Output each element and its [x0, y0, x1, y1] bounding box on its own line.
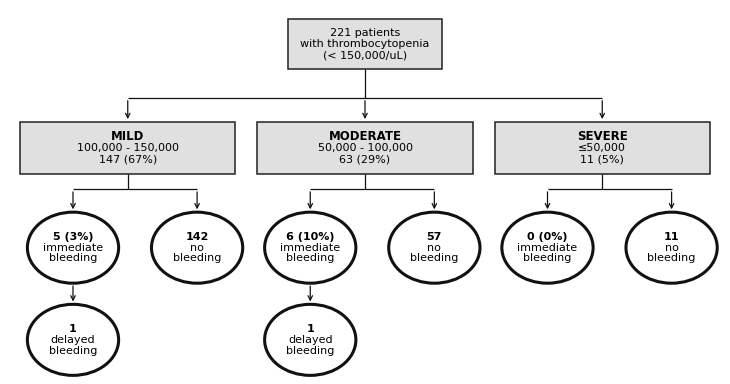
- Text: immediate: immediate: [280, 243, 340, 253]
- Text: immediate: immediate: [43, 243, 103, 253]
- Text: delayed: delayed: [50, 335, 96, 345]
- Text: 6 (10%): 6 (10%): [286, 232, 334, 242]
- Text: 221 patients: 221 patients: [330, 28, 400, 38]
- Ellipse shape: [264, 212, 356, 283]
- Text: (< 150,000/uL): (< 150,000/uL): [323, 51, 407, 61]
- Text: bleeding: bleeding: [286, 346, 334, 356]
- Text: delayed: delayed: [288, 335, 333, 345]
- Text: bleeding: bleeding: [523, 253, 572, 263]
- Text: 1: 1: [307, 324, 314, 334]
- Text: 0 (0%): 0 (0%): [527, 232, 568, 242]
- Ellipse shape: [28, 212, 118, 283]
- Text: 50,000 - 100,000: 50,000 - 100,000: [318, 143, 412, 153]
- Ellipse shape: [502, 212, 593, 283]
- Text: 11 (5%): 11 (5%): [580, 154, 624, 164]
- Text: SEVERE: SEVERE: [577, 130, 628, 143]
- FancyBboxPatch shape: [258, 122, 473, 174]
- Ellipse shape: [28, 304, 118, 376]
- Text: 147 (67%): 147 (67%): [99, 154, 157, 164]
- FancyBboxPatch shape: [288, 19, 442, 69]
- Text: bleeding: bleeding: [49, 346, 97, 356]
- Text: 100,000 - 150,000: 100,000 - 150,000: [77, 143, 179, 153]
- Text: MILD: MILD: [111, 130, 145, 143]
- Ellipse shape: [626, 212, 717, 283]
- Text: bleeding: bleeding: [286, 253, 334, 263]
- Ellipse shape: [388, 212, 480, 283]
- Text: 11: 11: [664, 232, 680, 242]
- Text: bleeding: bleeding: [173, 253, 221, 263]
- Text: immediate: immediate: [518, 243, 577, 253]
- Text: 57: 57: [426, 232, 442, 242]
- Ellipse shape: [264, 304, 356, 376]
- Text: no: no: [427, 243, 442, 253]
- Text: 63 (29%): 63 (29%): [339, 154, 391, 164]
- Text: no: no: [664, 243, 679, 253]
- Text: 1: 1: [69, 324, 77, 334]
- Text: bleeding: bleeding: [49, 253, 97, 263]
- Text: bleeding: bleeding: [648, 253, 696, 263]
- Text: ≤50,000: ≤50,000: [578, 143, 626, 153]
- Text: 142: 142: [185, 232, 209, 242]
- Text: 5 (3%): 5 (3%): [53, 232, 93, 242]
- FancyBboxPatch shape: [495, 122, 710, 174]
- Text: with thrombocytopenia: with thrombocytopenia: [300, 39, 430, 49]
- Ellipse shape: [152, 212, 242, 283]
- Text: bleeding: bleeding: [410, 253, 458, 263]
- FancyBboxPatch shape: [20, 122, 235, 174]
- Text: MODERATE: MODERATE: [328, 130, 402, 143]
- Text: no: no: [190, 243, 204, 253]
